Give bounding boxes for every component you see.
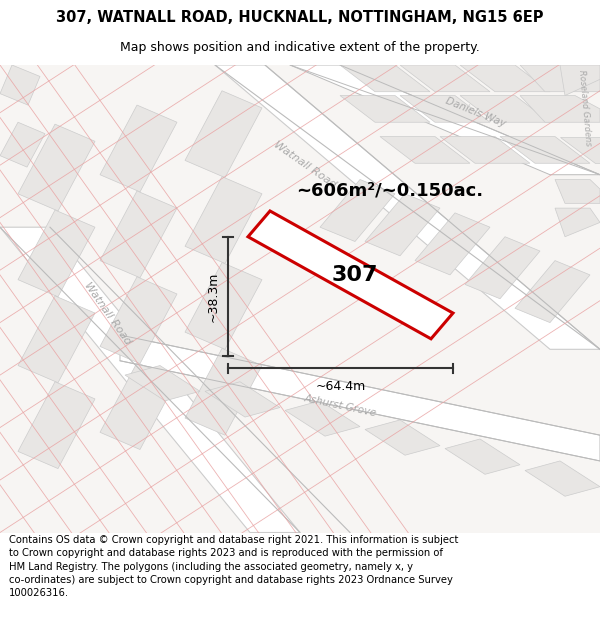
Polygon shape	[100, 105, 177, 192]
Polygon shape	[320, 179, 395, 241]
Polygon shape	[460, 96, 550, 122]
Text: 307, WATNALL ROAD, HUCKNALL, NOTTINGHAM, NG15 6EP: 307, WATNALL ROAD, HUCKNALL, NOTTINGHAM,…	[56, 10, 544, 25]
Text: Roseland Gardens: Roseland Gardens	[577, 69, 593, 146]
Polygon shape	[285, 401, 360, 436]
Polygon shape	[215, 65, 600, 349]
Polygon shape	[500, 136, 590, 163]
Polygon shape	[365, 194, 440, 256]
Polygon shape	[100, 362, 177, 449]
Polygon shape	[365, 420, 440, 455]
Polygon shape	[560, 136, 600, 163]
Text: Ashurst Grove: Ashurst Grove	[303, 393, 377, 418]
Polygon shape	[248, 211, 453, 339]
Text: ~606m²/~0.150ac.: ~606m²/~0.150ac.	[296, 182, 484, 200]
Polygon shape	[0, 65, 600, 532]
Polygon shape	[520, 65, 600, 92]
Polygon shape	[440, 136, 530, 163]
Polygon shape	[0, 65, 40, 105]
Polygon shape	[18, 124, 95, 211]
Text: Contains OS data © Crown copyright and database right 2021. This information is : Contains OS data © Crown copyright and d…	[9, 535, 458, 598]
Polygon shape	[290, 65, 600, 175]
Polygon shape	[555, 208, 600, 237]
Polygon shape	[460, 65, 550, 92]
Polygon shape	[400, 65, 490, 92]
Text: Daniels Way: Daniels Way	[443, 96, 506, 129]
Polygon shape	[185, 91, 262, 178]
Polygon shape	[18, 210, 95, 297]
Polygon shape	[120, 335, 600, 461]
Polygon shape	[560, 65, 600, 96]
Text: Map shows position and indicative extent of the property.: Map shows position and indicative extent…	[120, 41, 480, 54]
Polygon shape	[380, 136, 470, 163]
Polygon shape	[555, 179, 600, 203]
Text: ~64.4m: ~64.4m	[316, 380, 365, 393]
Polygon shape	[0, 122, 45, 167]
Polygon shape	[100, 277, 177, 364]
Polygon shape	[515, 261, 590, 322]
Polygon shape	[125, 366, 200, 401]
Polygon shape	[205, 382, 280, 417]
Text: ~38.3m: ~38.3m	[207, 271, 220, 321]
Polygon shape	[400, 96, 490, 122]
Text: 307: 307	[332, 265, 378, 285]
Polygon shape	[465, 237, 540, 299]
Polygon shape	[520, 96, 600, 122]
Text: Watnall Road: Watnall Road	[83, 280, 133, 346]
Polygon shape	[445, 439, 520, 474]
Polygon shape	[18, 382, 95, 469]
Polygon shape	[525, 461, 600, 496]
Polygon shape	[185, 262, 262, 349]
Text: Watnall Road: Watnall Road	[272, 140, 338, 191]
Polygon shape	[0, 228, 300, 532]
Polygon shape	[185, 348, 262, 435]
Polygon shape	[100, 191, 177, 278]
Polygon shape	[340, 65, 430, 92]
Polygon shape	[185, 177, 262, 264]
Polygon shape	[415, 213, 490, 275]
Polygon shape	[18, 296, 95, 382]
Polygon shape	[340, 96, 430, 122]
